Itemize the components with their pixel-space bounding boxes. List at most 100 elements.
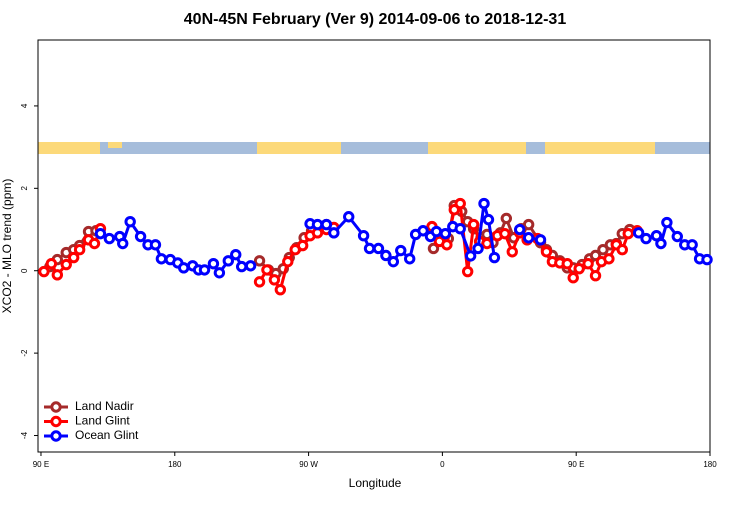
point	[478, 197, 490, 210]
point	[499, 227, 511, 240]
y-tick-label: -4	[20, 431, 29, 439]
point	[464, 250, 477, 262]
point	[561, 258, 573, 270]
point	[472, 242, 484, 255]
point	[311, 218, 324, 231]
point	[94, 227, 107, 240]
point	[573, 262, 585, 275]
point	[540, 246, 553, 258]
point	[387, 255, 400, 268]
point	[430, 225, 443, 238]
y-tick-label: 4	[20, 103, 29, 108]
y-axis-label: XCO2 - MLO trend (ppm)	[0, 179, 14, 314]
point	[45, 258, 58, 270]
point	[296, 239, 309, 252]
point	[481, 237, 493, 250]
point	[461, 265, 474, 278]
point	[73, 244, 86, 256]
y-tick-label: 2	[20, 186, 29, 191]
point	[589, 269, 602, 282]
point	[213, 267, 226, 279]
point	[222, 255, 235, 267]
x-tick-label: 90 E	[568, 460, 584, 469]
x-axis-label: Longitude	[349, 476, 402, 490]
point	[534, 234, 547, 246]
point	[117, 237, 129, 250]
point	[622, 227, 634, 240]
point	[567, 272, 579, 284]
legend-label: Land Nadir	[75, 399, 134, 413]
point	[357, 230, 370, 242]
point	[513, 223, 526, 236]
point	[395, 244, 407, 257]
point	[155, 253, 168, 265]
point	[177, 262, 190, 274]
x-tick-label: 90 E	[33, 460, 49, 469]
x-tick-label: 90 W	[299, 460, 318, 469]
point	[235, 260, 248, 273]
point	[363, 242, 376, 255]
point	[253, 255, 266, 267]
point	[427, 242, 440, 255]
point	[372, 242, 385, 255]
point	[134, 230, 147, 243]
x-tick-label: 0	[440, 460, 445, 469]
land-band	[428, 142, 526, 154]
point	[51, 269, 64, 281]
point	[320, 218, 333, 231]
legend-marker	[50, 430, 62, 442]
y-tick-label: -2	[20, 349, 29, 357]
point	[522, 232, 535, 244]
ocean-band	[38, 142, 710, 154]
point	[198, 264, 211, 276]
land-band	[38, 142, 100, 154]
plot-frame	[37, 39, 711, 453]
point	[403, 253, 416, 265]
point	[230, 248, 242, 261]
point	[60, 258, 72, 271]
x-tick-label: 180	[168, 460, 182, 469]
land-band	[108, 142, 122, 148]
point	[454, 222, 466, 235]
point	[650, 230, 663, 242]
surface-mask	[38, 142, 710, 154]
point	[640, 232, 652, 245]
point	[661, 216, 673, 229]
point	[603, 253, 615, 265]
point	[655, 237, 667, 250]
legend-label: Ocean Glint	[75, 428, 139, 442]
point	[686, 239, 698, 251]
point	[597, 244, 609, 256]
point	[482, 213, 495, 226]
point	[103, 232, 116, 245]
land-band	[257, 142, 341, 154]
point	[506, 246, 518, 258]
legend-marker	[50, 401, 62, 413]
point	[467, 218, 480, 231]
point	[88, 237, 101, 250]
point	[488, 251, 501, 264]
point	[380, 249, 392, 262]
point	[328, 227, 340, 239]
point	[261, 264, 273, 276]
point	[632, 227, 645, 239]
point	[671, 230, 683, 243]
series	[38, 197, 643, 296]
point	[500, 212, 513, 225]
point	[274, 283, 287, 296]
point	[38, 265, 50, 278]
point	[454, 197, 466, 210]
point	[616, 244, 628, 256]
point	[244, 260, 257, 272]
point	[149, 239, 162, 251]
point	[253, 276, 266, 288]
x-tick-label: 180	[703, 460, 717, 469]
point	[268, 274, 281, 286]
point	[207, 258, 220, 270]
legend-marker	[50, 415, 62, 428]
point	[439, 227, 452, 240]
point	[282, 255, 294, 268]
y-tick-label: 0	[20, 268, 29, 273]
series	[94, 197, 713, 279]
